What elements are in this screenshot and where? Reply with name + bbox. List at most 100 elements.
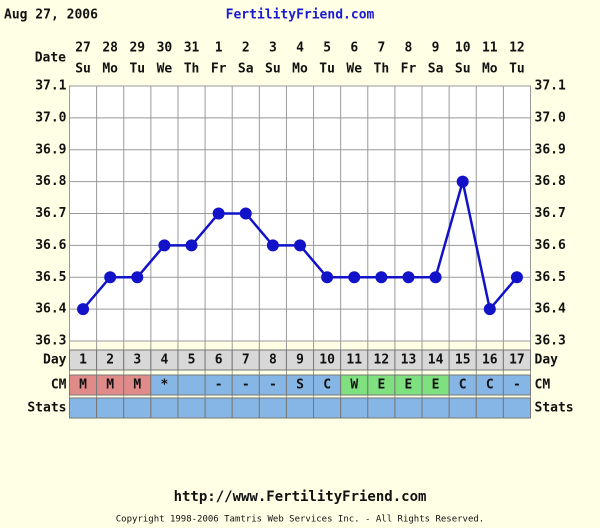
day-number: 8 — [269, 353, 277, 368]
temperature-point — [348, 271, 361, 284]
site-title: FertilityFriend.com — [226, 8, 375, 23]
temperature-point — [510, 271, 523, 284]
stats-cell — [394, 397, 423, 419]
weekday-label: Tu — [509, 62, 525, 77]
y-tick-label-right: 36.7 — [535, 206, 566, 221]
day-number: 4 — [160, 353, 168, 368]
cm-label: M — [106, 378, 114, 393]
stats-cell — [123, 397, 152, 419]
temperature-point — [266, 239, 279, 252]
stats-cell — [340, 397, 369, 419]
day-number: 15 — [455, 353, 471, 368]
date-label: 28 — [102, 41, 118, 56]
date-label: 6 — [350, 41, 358, 56]
weekday-label: Fr — [211, 62, 227, 77]
temperature-point — [212, 207, 225, 220]
cm-label: E — [405, 378, 413, 393]
y-tick-label-right: 37.0 — [535, 110, 566, 125]
cm-label: C — [459, 378, 467, 393]
day-number: 2 — [106, 353, 114, 368]
date-label: 7 — [377, 41, 385, 56]
day-number: 11 — [346, 353, 362, 368]
date: Aug 27, 2006 — [4, 8, 98, 23]
cm-label: - — [513, 378, 521, 393]
weekday-label: We — [157, 62, 173, 77]
day-number: 12 — [374, 353, 390, 368]
date-label: 29 — [129, 41, 145, 56]
stats-cell — [204, 397, 233, 419]
stats-cell — [367, 397, 396, 419]
day-number: 1 — [79, 353, 87, 368]
date-label: 27 — [75, 41, 91, 56]
stats-cell — [448, 397, 477, 419]
day-number: 16 — [482, 353, 498, 368]
date-label: 11 — [482, 41, 498, 56]
stats-cell — [96, 397, 125, 419]
day-number: 10 — [319, 353, 335, 368]
date-label: 31 — [184, 41, 200, 56]
temperature-point — [239, 207, 252, 220]
y-tick-label: 36.9 — [35, 142, 66, 157]
temperature-point — [294, 239, 306, 252]
y-tick-label: 36.6 — [35, 238, 66, 253]
day-number: 6 — [215, 353, 223, 368]
cm-label: E — [432, 378, 440, 393]
cm-label: C — [486, 378, 494, 393]
y-tick-label: 36.4 — [35, 302, 66, 317]
temperature-point — [77, 303, 90, 316]
day-number: 14 — [428, 353, 444, 368]
weekday-label: Th — [374, 62, 390, 77]
cm-label: - — [269, 378, 277, 393]
temperature-point — [158, 239, 171, 252]
day-number: 5 — [188, 353, 196, 368]
cm-label: C — [323, 378, 331, 393]
temperature-point — [429, 271, 442, 284]
footer-url: http://www.FertilityFriend.com — [174, 489, 427, 505]
day-number: 13 — [401, 353, 417, 368]
temperature-point — [185, 239, 198, 252]
day-number: 7 — [242, 353, 250, 368]
temperature-point — [402, 271, 415, 284]
y-tick-label-right: 36.9 — [535, 142, 566, 157]
stats-cell — [231, 397, 260, 419]
stats-cell — [502, 397, 532, 419]
stats-cell — [150, 397, 179, 419]
cm-label: * — [160, 378, 168, 393]
weekday-label: Fr — [401, 62, 417, 77]
day-number: 3 — [133, 353, 141, 368]
stats-cell — [313, 397, 342, 419]
weekday-label: Tu — [319, 62, 335, 77]
weekday-label: Mo — [102, 62, 118, 77]
cm-label: E — [377, 378, 385, 393]
stats-cell — [421, 397, 450, 419]
weekday-label: Sa — [428, 62, 444, 77]
temperature-point — [131, 271, 144, 284]
y-tick-label-right: 36.6 — [535, 238, 566, 253]
day-number: 9 — [296, 353, 304, 368]
date-label: 10 — [455, 41, 471, 56]
cm-label: M — [79, 378, 87, 393]
day-row-label-right: Day — [535, 353, 559, 368]
weekday-label: Th — [184, 62, 200, 77]
weekday-label: Sa — [238, 62, 254, 77]
date-label: 8 — [405, 41, 413, 56]
cm-row-label: CM — [51, 378, 67, 393]
temperature-point — [375, 271, 388, 284]
y-tick-label-right: 36.5 — [535, 270, 566, 285]
cm-cell — [177, 374, 206, 396]
stats-cell — [177, 397, 206, 419]
stats-cell — [285, 397, 315, 419]
cm-label: - — [215, 378, 223, 393]
day-number: 17 — [509, 353, 525, 368]
date-label: 9 — [432, 41, 440, 56]
temperature-point — [456, 175, 469, 188]
weekday-label: Su — [265, 62, 281, 77]
y-tick-label: 36.5 — [35, 270, 66, 285]
y-tick-label: 37.0 — [35, 110, 66, 125]
date-label: 30 — [157, 41, 173, 56]
date-row-label: Date — [35, 51, 66, 66]
stats-row-label-right: Stats — [535, 401, 574, 416]
weekday-label: We — [346, 62, 362, 77]
